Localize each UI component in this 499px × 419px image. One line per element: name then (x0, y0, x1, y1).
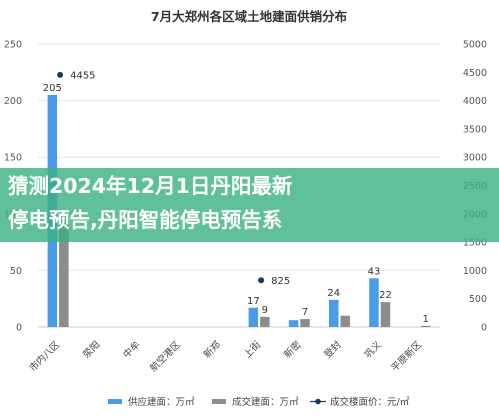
y-right-tick-label: 3500 (463, 124, 487, 135)
y-left-tick-label: 50 (10, 266, 22, 277)
y-right-tick-label: 4000 (463, 96, 487, 107)
y-right-tick-label: 1500 (463, 238, 487, 249)
x-tick-label: 市内八区 (27, 338, 63, 374)
deal-data-label: 9 (262, 305, 268, 316)
overlay-line-1: 猜测2024年12月1日丹阳最新 (8, 174, 293, 198)
x-tick-label: 新郑 (201, 338, 223, 360)
deal-bar (59, 219, 69, 327)
y-right-tick-label: 3000 (463, 153, 487, 164)
x-tick-label: 荥阳 (80, 339, 102, 361)
y-right-tick-label: 4500 (463, 68, 487, 79)
supply-data-label: 17 (247, 296, 260, 307)
legend-label: 供应建面：万㎡ (128, 396, 195, 408)
legend-swatch (108, 399, 122, 404)
deal-data-label: 1 (422, 314, 428, 325)
x-tick-label: 中牟 (121, 339, 143, 361)
price-data-label: 4455 (70, 70, 95, 81)
price-point (57, 71, 64, 78)
x-tick-label: 巩义 (363, 339, 385, 361)
deal-bar (260, 316, 270, 327)
deal-data-label: 22 (379, 290, 392, 301)
supply-bar (329, 299, 339, 327)
x-tick-label: 航空港区 (147, 338, 183, 374)
overlay-line-2: 停电预告,丹阳智能停电预告系 (8, 208, 283, 232)
supply-bar (248, 307, 259, 327)
y-left-tick-label: 150 (4, 153, 22, 164)
legend-swatch-point (315, 398, 321, 405)
deal-bar (420, 325, 431, 327)
price-point (258, 277, 265, 284)
supply-bar (369, 278, 379, 327)
supply-bar (288, 320, 299, 327)
chart-title: 7月大郑州各区域土地建面供销分布 (151, 9, 348, 24)
x-tick-label: 新密 (281, 338, 303, 360)
legend-label: 成交建面：万㎡ (232, 396, 299, 408)
x-tick-label: 平原新区 (389, 338, 425, 374)
y-left-tick-label: 250 (4, 40, 22, 51)
x-tick-label: 上街 (241, 338, 263, 360)
y-right-tick-label: 0 (481, 323, 487, 334)
deal-bar (340, 315, 350, 327)
supply-data-label: 43 (368, 266, 381, 277)
deal-data-label: 7 (302, 307, 308, 318)
y-left-tick-label: 0 (16, 323, 22, 334)
overlay-banner-text: 猜测2024年12月1日丹阳最新 停电预告,丹阳智能停电预告系 (8, 170, 499, 238)
y-left-tick-label: 200 (4, 96, 22, 107)
deal-bar (300, 319, 310, 327)
legend-label: 成交楼面价：元/㎡ (330, 396, 410, 408)
overlay-banner (0, 168, 499, 242)
supply-data-label: 205 (43, 83, 62, 94)
y-right-tick-label: 500 (469, 294, 487, 305)
supply-data-label: 24 (327, 288, 340, 299)
deal-bar (380, 302, 391, 327)
x-tick-label: 登封 (322, 338, 344, 360)
price-data-label: 825 (271, 276, 290, 287)
legend-swatch (212, 399, 226, 404)
y-right-tick-label: 1000 (463, 266, 487, 277)
y-right-tick-label: 5000 (463, 40, 487, 51)
